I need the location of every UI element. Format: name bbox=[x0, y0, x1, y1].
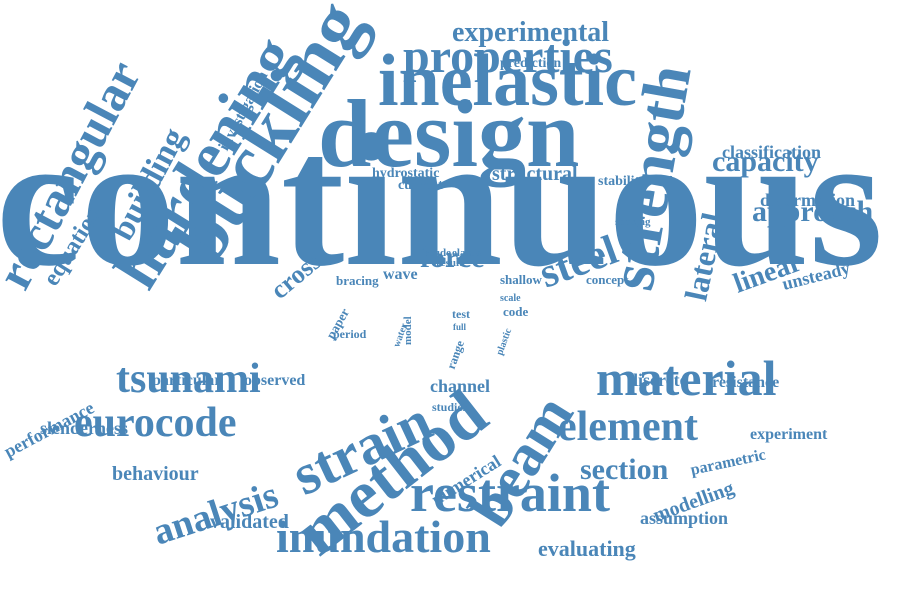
cloud-word-properties: properties bbox=[403, 29, 613, 83]
cloud-word-observed: observed bbox=[244, 371, 306, 389]
cloud-word-experimental: experimental bbox=[452, 17, 610, 49]
cloud-word-parametric: parametric bbox=[689, 446, 768, 479]
cloud-word-test: test bbox=[452, 307, 470, 322]
cloud-word-assumption: assumption bbox=[640, 508, 729, 529]
cloud-word-period: period bbox=[333, 327, 367, 342]
cloud-word-inundation: inundation bbox=[276, 511, 491, 563]
cloud-word-continuous: continuous bbox=[0, 96, 884, 307]
cloud-word-current: current bbox=[398, 177, 443, 193]
cloud-word-validated: validated bbox=[210, 510, 289, 533]
cloud-word-shallow: shallow bbox=[500, 272, 542, 288]
cloud-word-force: force bbox=[420, 241, 485, 275]
cloud-word-concept: concept bbox=[586, 272, 629, 288]
cloud-word-range: range bbox=[443, 338, 468, 372]
cloud-word-experiment: experiment bbox=[750, 425, 828, 443]
cloud-word-code: code bbox=[503, 304, 529, 320]
cloud-word-wave: wave bbox=[383, 265, 418, 283]
cloud-word-capacity: capacity bbox=[712, 145, 819, 179]
cloud-word-stability: stability bbox=[598, 173, 647, 189]
cloud-word-restraint: restraint bbox=[410, 462, 610, 523]
cloud-word-slenderness: slenderness bbox=[40, 418, 129, 439]
cloud-word-structural: structural bbox=[492, 162, 578, 185]
cloud-word-spacing: spacing bbox=[615, 215, 651, 228]
cloud-word-froude: froude bbox=[420, 246, 451, 259]
cloud-word-studies: studies bbox=[432, 400, 468, 415]
cloud-word-hydrostatic: hydrostatic bbox=[372, 165, 440, 181]
cloud-word-resistance: resistance bbox=[712, 373, 780, 391]
cloud-word-section: section bbox=[580, 453, 669, 487]
cloud-word-design: design bbox=[318, 80, 580, 188]
cloud-word-behaviour: behaviour bbox=[112, 462, 199, 485]
cloud-word-evaluating: evaluating bbox=[538, 535, 636, 561]
cloud-word-discrete: discrete bbox=[628, 370, 688, 391]
cloud-word-elastic: elastic bbox=[452, 246, 482, 259]
cloud-word-particular: particular bbox=[152, 371, 222, 389]
cloud-word-deformation: deformation bbox=[760, 190, 855, 211]
cloud-word-eurocode: eurocode bbox=[74, 399, 237, 446]
cloud-word-tsunami: tsunami bbox=[116, 355, 261, 402]
cloud-word-full: full bbox=[453, 321, 467, 332]
cloud-word-element: element bbox=[558, 403, 698, 450]
cloud-word-scale: scale bbox=[500, 292, 521, 304]
cloud-word-result: result bbox=[436, 256, 463, 269]
cloud-word-bracing: bracing bbox=[336, 273, 379, 289]
cloud-word-channel: channel bbox=[430, 376, 491, 397]
cloud-word-approach: approach bbox=[752, 195, 874, 229]
cloud-word-inelastic: inelastic bbox=[378, 40, 637, 123]
cloud-word-plastic: plastic bbox=[494, 326, 515, 357]
cloud-word-classification: classification bbox=[722, 142, 821, 163]
cloud-word-material: material bbox=[596, 350, 777, 406]
cloud-word-prediction: prediction bbox=[500, 55, 562, 71]
